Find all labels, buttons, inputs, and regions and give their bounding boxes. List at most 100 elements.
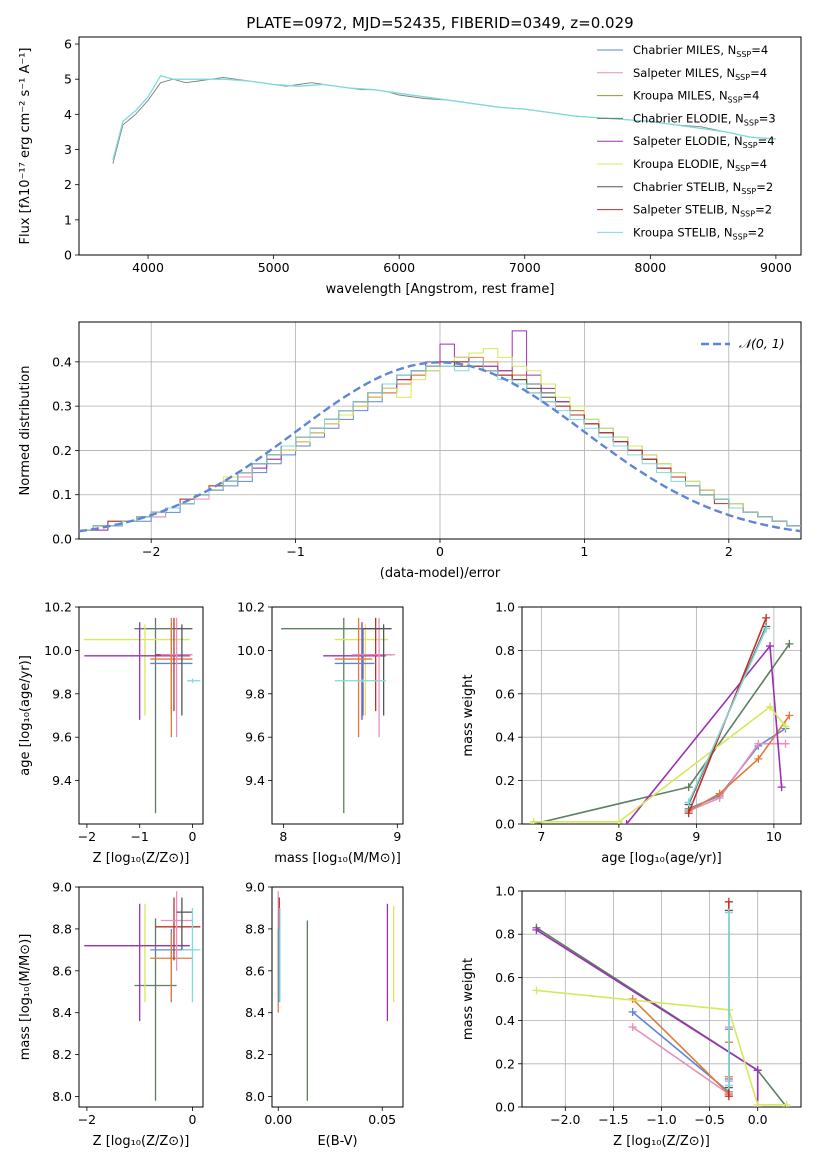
legend-label-sub: SSP [743,141,758,150]
weight-marker [724,908,733,917]
weight-marker [628,995,637,1003]
y-tick-label: 9.6 [52,730,72,745]
legend-label-sub: SSP [735,73,750,82]
weight-marker [715,789,724,798]
x-tick-label: −1 [286,544,304,559]
y-tick-label: 10.0 [44,643,72,658]
y-tick-label: 8.4 [245,1005,265,1020]
plot-frame [521,606,802,825]
y-axis-label: mass [log₁₀(M/M⊙)] [18,934,33,1061]
legend-label-sub: SSP [733,232,748,241]
y-tick-label: 8.2 [245,1047,265,1062]
errorbar [351,617,396,738]
weight-lines [532,897,791,1107]
legend-label-tail: =4 [743,89,760,103]
legend-label-tail: =4 [758,134,775,148]
weight-marker [622,820,631,824]
y-tick-label: 2 [64,177,72,192]
legend-label-main: Salpeter ELODIE, N [633,134,743,148]
spectrum-line-model [112,74,776,161]
x-tick-label: 1 [580,544,588,559]
errorbar [334,678,386,683]
errorbars [277,891,395,1101]
y-tick-label: 0.1 [52,487,72,502]
y-tick-label: 4 [64,107,72,122]
y-tick-label: 0.3 [52,399,72,414]
mass-weight-vs-age-panel: 7 8 9 10 0.0 0.2 0.4 0.6 0.8 1.0 age [log₁₀(age/yr… [461,600,802,866]
y-tick-label: 8.2 [52,1047,72,1062]
y-tick-label: 6 [64,37,72,52]
legend-label: Kroupa MILES, NSSP=4 [633,89,759,105]
y-axis-label: Normed distribution [18,366,33,496]
weight-marker [781,739,790,748]
y-tick-label: 9.6 [245,730,265,745]
weight-marker [628,1007,637,1016]
weight-marker [684,809,693,818]
histogram-Kroupa STELIB [79,361,801,531]
y-axis-label: Flux [fλ10⁻¹⁷ erg cm⁻² s⁻¹ A⁻¹] [18,48,33,245]
y-tick-label: 0.0 [495,817,515,832]
errorbar [334,617,373,738]
legend-label-main: Kroupa MILES, N [633,89,728,103]
errorbar [134,617,177,814]
histograms [79,330,801,533]
x-tick-label: 6000 [383,260,415,275]
errorbar [363,624,392,716]
y-tick-label: 9.0 [52,880,72,895]
weight-marker [785,711,794,720]
y-tick-label: 10.2 [237,600,265,615]
weight-marker [777,783,786,792]
x-axis-label: Z [log₁₀(Z/Z⊙)] [613,1134,710,1149]
weight-marker [762,624,771,633]
legend-label-main: Kroupa STELIB, N [633,225,733,239]
mass-weight-vs-metallicity-panel: −2.0 −1.5 −1.0 −0.5 0.0 0.0 0.2 0.4 0.6 0.8 1.0 Z [… [461,884,802,1149]
weight-marker [753,1066,762,1075]
legend-label-tail: =4 [751,43,768,57]
y-tick-label: 8.8 [245,921,265,936]
weight-marker [724,897,733,906]
x-tick-label: 0.0 [748,1112,768,1127]
weight-line-Kroupa MILES [688,715,791,812]
legend-label-main: Kroupa ELODIE, N [633,157,735,171]
weight-marker [684,798,693,807]
legend-label: Salpeter STELIB, NSSP=2 [633,203,772,219]
errorbar [155,617,193,712]
errorbar [84,624,190,716]
errorbar [334,628,375,716]
x-tick-label: 4000 [132,260,164,275]
y-tick-label: 0.0 [52,532,72,547]
y-tick-label: 1.0 [495,600,515,615]
x-tick-label: −1.5 [598,1112,628,1127]
x-tick-label: 5000 [258,260,290,275]
errorbar [155,897,201,961]
weight-marker [785,639,794,648]
weight-line-Kroupa ELODIE [533,705,787,823]
errorbar [150,617,193,738]
legend-label: Kroupa STELIB, NSSP=2 [633,225,764,241]
x-axis-label: (data-model)/error [380,566,501,581]
errorbar [84,903,190,1022]
errorbar [150,933,193,1003]
x-tick-label: −1.0 [646,1112,676,1127]
y-tick-label: 10.2 [44,600,72,615]
legend-label: Chabrier MILES, NSSP=4 [633,43,768,59]
y-tick-label: 9.8 [52,686,72,701]
plot-frame [78,886,204,1108]
y-tick-label: 8.6 [52,963,72,978]
errorbar [160,891,193,971]
mass-vs-ebv-panel: 0.00 0.05 8.0 8.2 8.4 8.6 8.8 9.0 E(B-V) [245,880,404,1149]
x-tick-label: 2 [725,544,733,559]
x-axis-label: Z [log₁₀(Z/Z⊙)] [93,1134,190,1149]
legend-label-sub: SSP [741,187,756,196]
y-tick-label: 3 [64,142,72,157]
legend-label: Salpeter MILES, NSSP=4 [633,66,767,82]
weight-line-Chabrier ELODIE [533,643,791,824]
weight-lines [529,613,794,824]
x-tick-label: −2 [142,544,160,559]
weight-marker [614,817,623,824]
weight-line-Kroupa STELIB [687,628,767,803]
x-tick-label: 0 [188,1112,196,1127]
legend-label-tail: =2 [755,203,772,217]
y-tick-label: 9.8 [245,686,265,701]
